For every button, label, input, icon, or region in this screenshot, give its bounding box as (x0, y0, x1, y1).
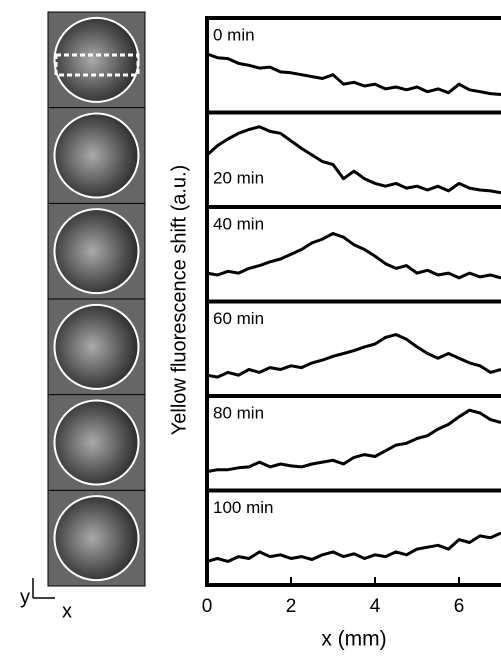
image-column (47, 11, 146, 587)
line (206, 408, 501, 474)
panel-label: 40 min (213, 214, 264, 233)
orientation-axes: y x (20, 578, 72, 622)
sample-image (53, 112, 140, 199)
sample-image (53, 303, 140, 390)
sample-image (53, 495, 140, 582)
x-tick-label: 4 (370, 596, 381, 617)
panel-label: 80 min (213, 403, 264, 422)
panel-label: 20 min (213, 168, 264, 187)
x-tick-label: 6 (454, 596, 465, 617)
line (206, 52, 501, 96)
line (206, 531, 501, 563)
sample-image (53, 399, 140, 486)
x-axis-label: x (mm) (321, 628, 386, 651)
line (205, 125, 501, 195)
line (206, 232, 501, 280)
x-tick-label: 2 (286, 596, 297, 617)
sample-image (53, 208, 140, 295)
panel-frame (205, 110, 501, 209)
sample-image (53, 16, 140, 103)
x-tick-label: 0 (202, 596, 213, 617)
panel-label: 100 min (213, 498, 273, 517)
panel-label: 0 min (213, 25, 255, 44)
line (206, 333, 501, 379)
y-axis-label: Yellow fluorescence shift (a.u.) (168, 165, 190, 436)
orientation-x: x (62, 600, 72, 622)
panel-label: 60 min (213, 309, 264, 328)
orientation-y: y (20, 586, 30, 608)
panel-frame (205, 488, 501, 587)
roi-box (54, 53, 140, 77)
